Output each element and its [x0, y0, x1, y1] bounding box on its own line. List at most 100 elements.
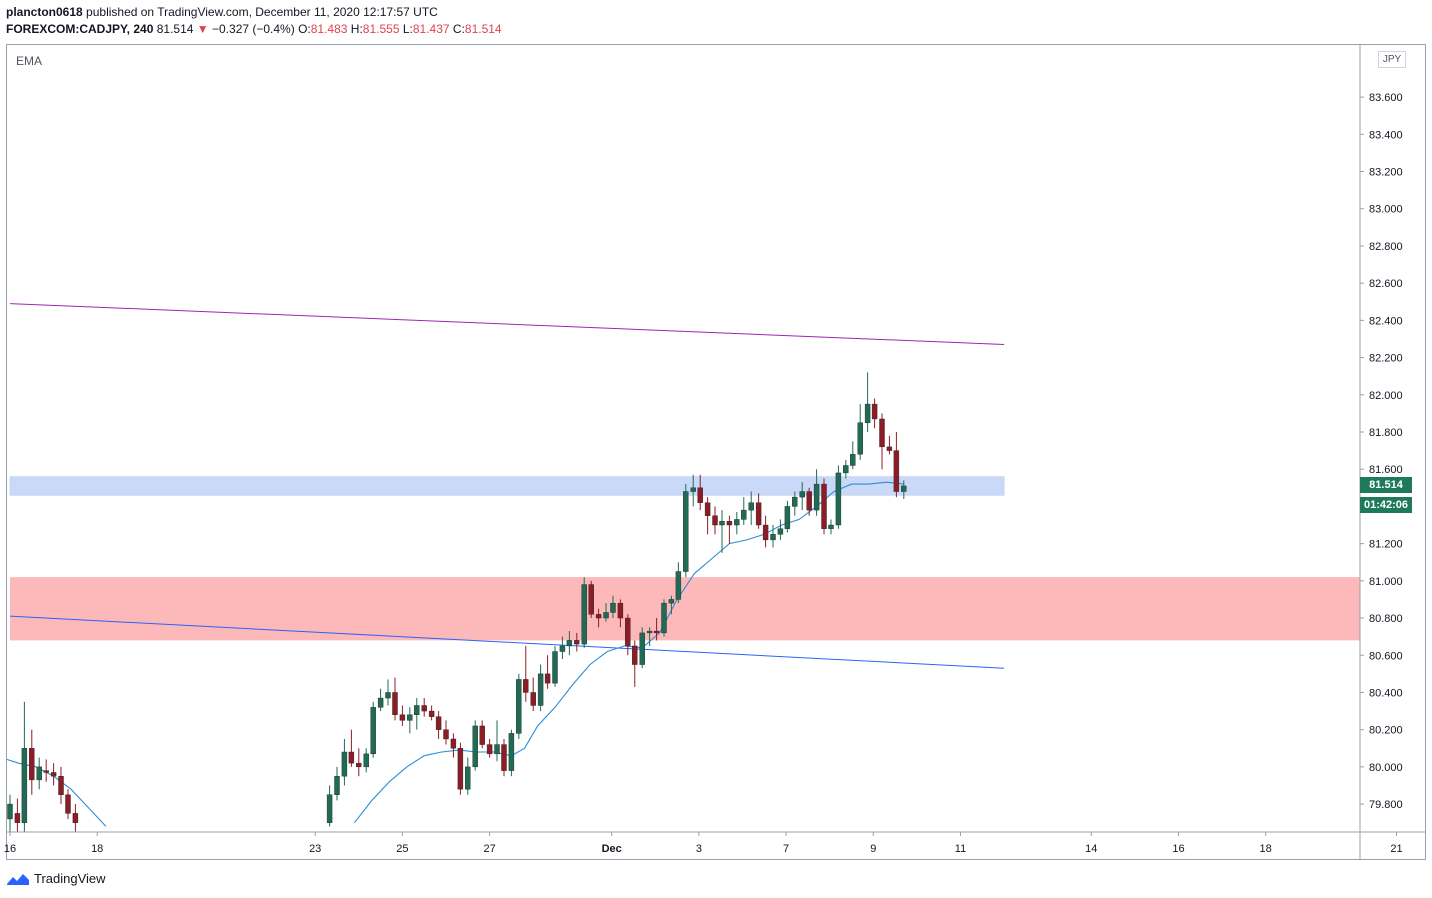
down-arrow-icon: ▼	[196, 22, 209, 36]
candle-body	[886, 446, 893, 451]
candle-body	[486, 744, 493, 755]
bar-countdown-tag: 01:42:06	[1360, 497, 1412, 514]
y-axis-label: 81.800	[1369, 427, 1403, 439]
candle-body	[574, 640, 580, 645]
candle-body	[792, 496, 798, 507]
x-axis-label: 14	[1085, 843, 1097, 855]
candle-body	[871, 403, 878, 420]
candle-body	[646, 630, 653, 634]
y-axis-label: 83.600	[1369, 92, 1403, 104]
candle-body	[639, 632, 645, 665]
tradingview-logo-icon[interactable]	[6, 872, 30, 886]
candle-body	[581, 584, 587, 645]
chart-frame[interactable]	[6, 44, 1426, 860]
candle-body	[828, 524, 834, 529]
y-axis-label: 80.600	[1369, 650, 1403, 662]
candle-body	[72, 813, 79, 823]
candle-body	[334, 775, 340, 795]
last-price-tag: 81.514	[1360, 477, 1412, 494]
candle-body	[7, 803, 13, 820]
candle-body	[610, 602, 616, 613]
candle-body	[508, 733, 515, 771]
candle-body	[399, 714, 406, 721]
high-label: H:	[350, 22, 363, 36]
close-label: C:	[452, 22, 465, 36]
y-axis-label: 82.200	[1369, 353, 1403, 365]
candle-body	[559, 645, 566, 652]
candle-body	[806, 491, 812, 511]
candle-body	[385, 692, 391, 699]
candle-body	[370, 707, 376, 755]
brand-name[interactable]: TradingView	[34, 871, 106, 886]
candle-body	[377, 697, 384, 708]
publish-info: plancton0618 published on TradingView.co…	[6, 5, 438, 19]
candle-body	[588, 584, 594, 615]
candle-body	[21, 748, 28, 823]
y-axis-label: 80.000	[1369, 762, 1403, 774]
candle-body	[552, 651, 558, 684]
symbol-name[interactable]: FOREXCOM:CADJPY, 240	[6, 22, 154, 36]
x-axis-label: Dec	[602, 843, 622, 855]
candle-body	[857, 422, 863, 455]
candle-body	[625, 617, 631, 647]
candle-body	[850, 454, 856, 466]
candle-body	[595, 614, 602, 619]
y-axis-label: 82.800	[1369, 241, 1403, 253]
close-value: 81.514	[464, 22, 502, 36]
candle-body	[734, 519, 740, 526]
candle-body	[472, 725, 478, 768]
candle-body	[675, 571, 682, 600]
candle-body	[632, 645, 638, 665]
candle-body	[443, 729, 449, 740]
indicator-legend[interactable]: EMA	[16, 54, 43, 68]
high-value: 81.555	[362, 22, 400, 36]
symbol-info: FOREXCOM:CADJPY, 240 81.514 ▼ −0.327 (−0…	[6, 22, 502, 36]
candle-body	[516, 679, 522, 734]
y-axis-label: 81.200	[1369, 539, 1403, 551]
y-axis-label: 83.400	[1369, 129, 1403, 141]
candle-body	[683, 491, 689, 572]
candle-body	[843, 465, 849, 474]
x-axis-label: 11	[955, 843, 966, 855]
x-axis-label: 21	[1390, 843, 1402, 855]
low-value: 81.437	[412, 22, 450, 36]
candle-body	[65, 794, 71, 814]
candle-body	[566, 640, 573, 647]
candle-body	[50, 772, 57, 777]
last-price: 81.514	[156, 22, 194, 36]
currency-badge[interactable]: JPY	[1378, 51, 1406, 68]
candle-body	[494, 744, 500, 755]
ema-line	[7, 481, 904, 827]
candle-body	[537, 673, 544, 706]
candle-body	[414, 705, 420, 715]
lower-trendline	[9, 615, 1005, 669]
x-axis-label: 9	[870, 843, 876, 855]
candle-body	[901, 485, 907, 492]
candle-body	[755, 502, 762, 526]
candle-body	[661, 602, 667, 634]
x-axis-label: 3	[696, 843, 702, 855]
candle-body	[719, 521, 725, 526]
y-axis-label: 82.400	[1369, 315, 1403, 327]
candle-body	[428, 710, 435, 717]
candle-body	[457, 748, 464, 790]
candle-body	[879, 418, 885, 448]
price-change: −0.327 (−0.4%)	[212, 22, 295, 36]
x-axis-label: 7	[783, 843, 789, 855]
candle-body	[450, 738, 457, 749]
candle-body	[501, 744, 507, 771]
published-text: published on TradingView.com, December 1…	[86, 5, 438, 19]
candle-body	[748, 502, 754, 511]
open-label: O:	[298, 22, 311, 36]
candle-body	[530, 692, 536, 706]
candle-body	[421, 705, 427, 712]
resistance-zone	[9, 476, 1005, 496]
plot-area	[7, 303, 1360, 832]
candle-body	[36, 766, 42, 781]
candle-body	[821, 483, 827, 529]
candle-body	[326, 794, 333, 823]
footer: TradingView	[6, 871, 106, 886]
low-label: L:	[402, 22, 413, 36]
author-name[interactable]: plancton0618	[6, 5, 83, 19]
